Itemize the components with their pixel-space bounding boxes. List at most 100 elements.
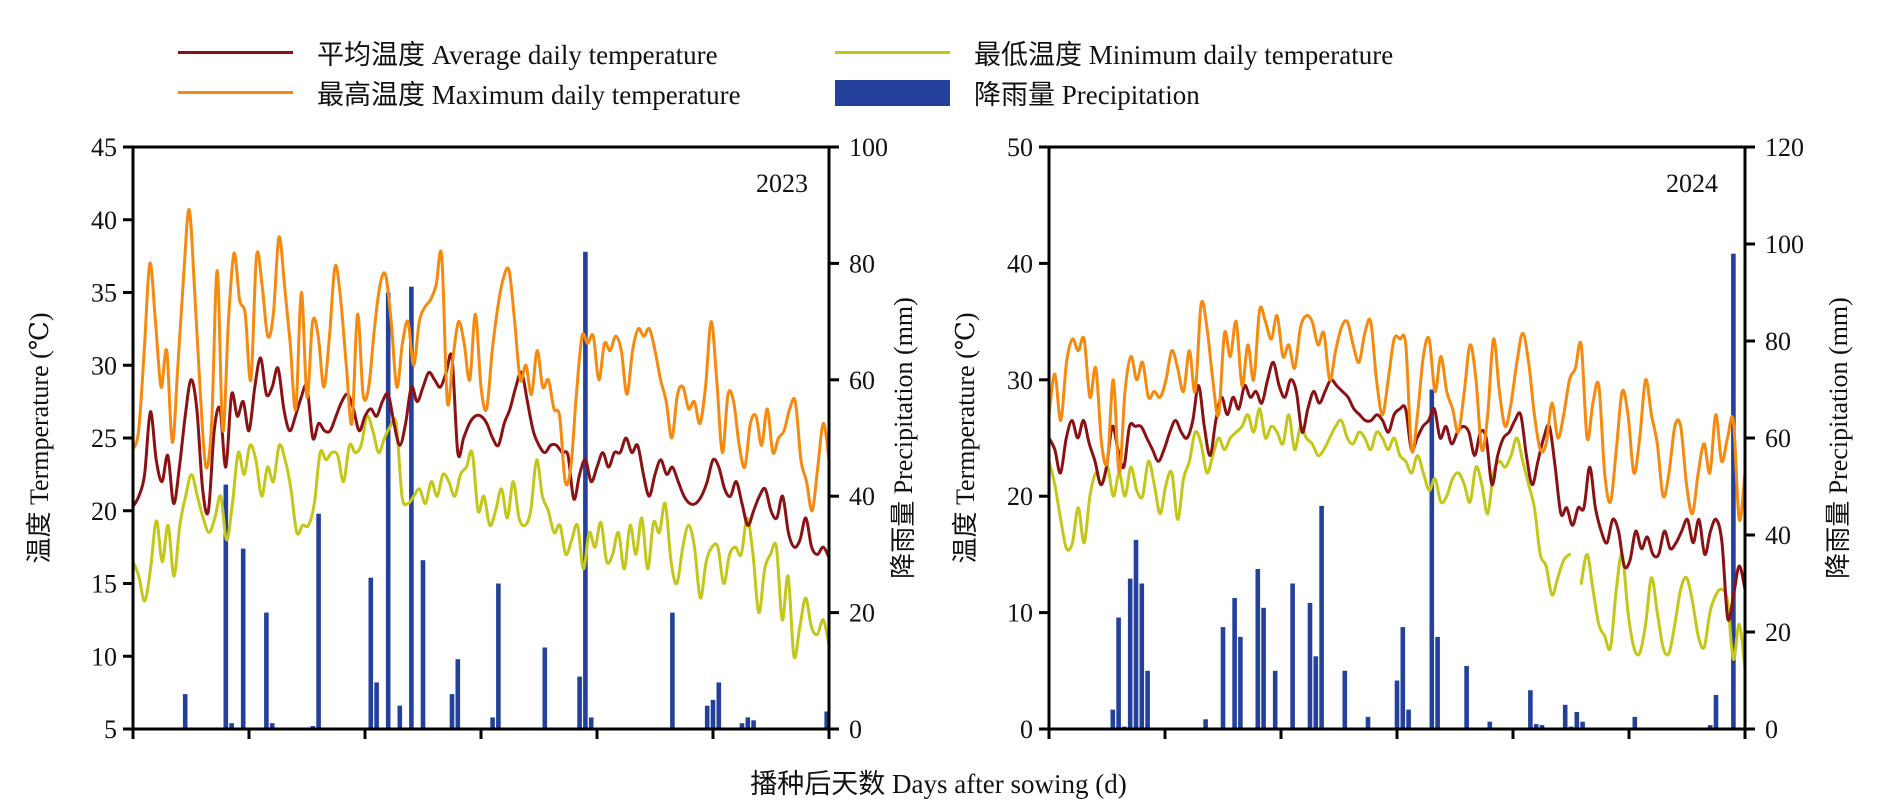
precip-bar bbox=[1220, 627, 1226, 729]
y-tick-label-left: 10 bbox=[1007, 599, 1033, 628]
precip-bar bbox=[223, 484, 229, 729]
precip-bar bbox=[1238, 636, 1243, 729]
precip-bar bbox=[269, 723, 275, 729]
precip-bar bbox=[374, 682, 379, 729]
y-tick-label-right: 80 bbox=[1765, 327, 1791, 356]
precip-bar bbox=[542, 647, 548, 729]
precip-bar bbox=[1400, 627, 1406, 729]
precip-bar bbox=[1255, 569, 1261, 729]
y-tick-label-left: 35 bbox=[91, 279, 117, 308]
y-tick-label-right: 0 bbox=[849, 715, 862, 744]
precip-bar bbox=[1528, 690, 1533, 729]
y-axis-label-right: 降雨量 Precipitation (mm) bbox=[889, 297, 918, 579]
legend-item-min: 最低温度 Minimum daily temperature bbox=[835, 33, 1393, 72]
y-tick-label-right: 60 bbox=[1765, 424, 1791, 453]
precip-bar bbox=[1707, 725, 1713, 729]
y-axis-label-right: 降雨量 Precipitation (mm) bbox=[1824, 297, 1853, 579]
precip-bar bbox=[1139, 583, 1145, 729]
precip-bar bbox=[710, 699, 716, 729]
precip-bar bbox=[1533, 724, 1539, 729]
legend-swatch-min bbox=[835, 51, 950, 54]
y-tick-label-left: 0 bbox=[1020, 715, 1033, 744]
legend-label-precip: 降雨量 Precipitation bbox=[974, 80, 1200, 110]
precip-bar bbox=[385, 292, 391, 729]
precip-bar bbox=[1261, 607, 1266, 730]
y-tick-label-right: 120 bbox=[1765, 133, 1804, 162]
y-tick-label-left: 30 bbox=[91, 351, 117, 380]
precip-bar bbox=[1429, 389, 1435, 729]
y-tick-label-right: 60 bbox=[849, 366, 875, 395]
precip-bar bbox=[1319, 505, 1324, 729]
y-tick-label-right: 40 bbox=[849, 482, 875, 511]
precip-bar bbox=[577, 676, 582, 729]
y-tick-label-right: 40 bbox=[1765, 521, 1791, 550]
series-line-avg bbox=[131, 352, 831, 559]
precip-bar bbox=[1562, 704, 1568, 730]
precip-bar bbox=[1313, 656, 1319, 730]
precip-bar bbox=[1574, 712, 1580, 729]
y-tick-label-right: 80 bbox=[849, 249, 875, 278]
legend: 平均温度 Average daily temperature 最低温度 Mini… bbox=[0, 0, 1877, 115]
precip-bar bbox=[1435, 636, 1440, 729]
y-tick-label-left: 50 bbox=[1007, 133, 1033, 162]
precip-bar bbox=[1539, 725, 1545, 729]
precip-bar bbox=[751, 720, 756, 729]
precip-bar bbox=[1232, 598, 1237, 729]
y-tick-label-right: 0 bbox=[1765, 715, 1778, 744]
series-line-avg bbox=[1047, 360, 1747, 622]
series-line-min bbox=[1579, 552, 1747, 670]
y-tick-label-left: 45 bbox=[91, 133, 117, 162]
series-line-max bbox=[131, 208, 831, 513]
legend-swatch-precip bbox=[835, 79, 950, 106]
y-axis-label-left: 温度 Termperature (℃) bbox=[25, 312, 54, 563]
precip-bar bbox=[1713, 695, 1719, 729]
y-tick-label-left: 20 bbox=[1007, 482, 1033, 511]
y-tick-label-left: 10 bbox=[91, 642, 117, 671]
precip-bar bbox=[1110, 709, 1116, 729]
precip-bar bbox=[1632, 716, 1638, 729]
precip-bar bbox=[1464, 666, 1469, 729]
precip-bar bbox=[1145, 670, 1150, 729]
precip-bar bbox=[1487, 721, 1493, 729]
legend-label-avg: 平均温度 Average daily temperature bbox=[317, 40, 718, 70]
precip-bar bbox=[1580, 721, 1585, 729]
panel-2024: 0 10 20 30 40 50 0 20 40 60 80 100 120 温度 Termperatur… bbox=[951, 133, 1853, 744]
y-tick-label-right: 20 bbox=[849, 599, 875, 628]
precip-bar bbox=[264, 612, 269, 729]
series-line-min bbox=[131, 414, 831, 660]
precip-bar bbox=[824, 711, 829, 729]
y-tick-label-left: 30 bbox=[1007, 366, 1033, 395]
y-axis-label-left: 温度 Termperature (℃) bbox=[951, 312, 980, 563]
legend-item-max: 最高温度 Maximum daily temperature bbox=[178, 73, 741, 112]
precip-bar bbox=[409, 286, 414, 729]
precip-bar bbox=[316, 513, 321, 729]
series-line-max bbox=[1047, 299, 1747, 522]
precip-bar bbox=[1406, 709, 1411, 729]
precip-bar bbox=[229, 723, 234, 729]
precip-bar bbox=[1116, 617, 1121, 729]
precip-bar bbox=[716, 682, 722, 729]
precip-bar bbox=[1394, 680, 1400, 729]
precip-bar bbox=[496, 583, 501, 729]
legend-swatch-avg bbox=[178, 51, 293, 54]
precip-bar bbox=[670, 612, 675, 729]
precip-bar bbox=[1290, 583, 1295, 729]
precip-bar bbox=[455, 659, 461, 729]
precip-bar bbox=[240, 548, 246, 729]
panel-year-label: 2023 bbox=[756, 169, 808, 198]
legend-label-min: 最低温度 Minimum daily temperature bbox=[974, 40, 1394, 70]
precip-bar bbox=[1731, 253, 1736, 729]
precip-bar bbox=[1203, 719, 1208, 729]
precip-bar bbox=[1307, 602, 1313, 729]
precip-bar bbox=[745, 717, 751, 729]
precip-bar bbox=[490, 717, 495, 729]
precip-bar bbox=[739, 723, 745, 729]
precip-bar bbox=[182, 694, 188, 729]
precip-bar bbox=[368, 577, 374, 729]
y-tick-label-right: 100 bbox=[849, 133, 888, 162]
x-axis-label: 播种后天数 Days after sowing (d) bbox=[750, 769, 1127, 799]
panel-year-label: 2024 bbox=[1666, 169, 1718, 198]
precip-bar bbox=[704, 705, 710, 729]
precip-bar bbox=[420, 560, 426, 729]
